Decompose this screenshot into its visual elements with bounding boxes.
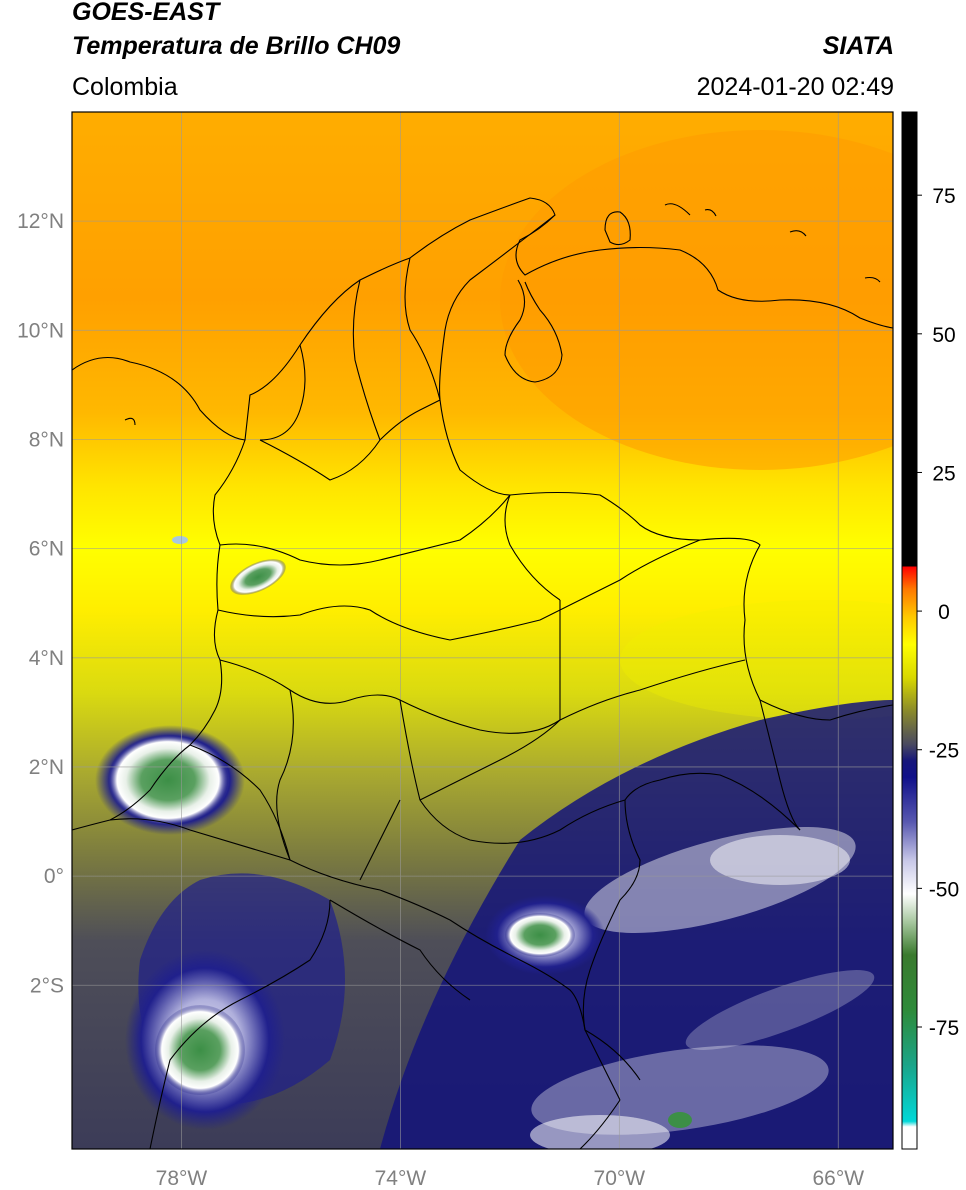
colorbar-tick-label: -25	[929, 740, 959, 763]
lat-tick-label: 0°	[44, 865, 64, 888]
lat-tick-label: 10°N	[17, 319, 64, 342]
satellite-title: GOES-EAST	[72, 0, 220, 26]
lon-tick-label: 70°W	[594, 1167, 646, 1190]
lat-tick-label: 2°S	[30, 974, 64, 997]
source-label: SIATA	[822, 32, 894, 60]
lon-tick-label: 74°W	[375, 1167, 427, 1190]
lon-tick-label: 78°W	[156, 1167, 208, 1190]
colorbar-tick-label: -75	[929, 1017, 959, 1040]
lat-tick-label: 2°N	[29, 756, 64, 779]
colorbar-tick-label: 0	[938, 601, 950, 624]
map-gridlines	[72, 112, 893, 1149]
colorbar-tick-label: -50	[929, 878, 959, 901]
region-label: Colombia	[72, 73, 178, 101]
datetime-label: 2024-01-20 02:49	[696, 73, 894, 101]
map-frame	[71, 111, 894, 1150]
colorbar-tick-label: 75	[932, 185, 955, 208]
latitude-tick-labels: 12°N 10°N 8°N 6°N 4°N 2°N 0° 2°S	[17, 210, 64, 997]
lon-tick-label: 66°W	[812, 1167, 864, 1190]
lat-tick-label: 12°N	[17, 210, 64, 233]
lat-tick-label: 6°N	[29, 538, 64, 561]
brightness-temperature-field	[72, 112, 893, 1149]
lat-tick-label: 4°N	[29, 647, 64, 670]
country-borders	[72, 197, 893, 1149]
product-title: Temperatura de Brillo CH09	[72, 32, 401, 60]
colorbar: 75 50 25 0 -25 -50 -75	[901, 111, 959, 1150]
lat-tick-label: 8°N	[29, 428, 64, 451]
colorbar-tick-labels: 75 50 25 0 -25 -50 -75	[917, 185, 959, 1040]
longitude-tick-labels: 78°W 74°W 70°W 66°W	[156, 1167, 865, 1190]
colorbar-tick-label: 50	[932, 324, 955, 347]
colorbar-tick-label: 25	[932, 462, 955, 485]
